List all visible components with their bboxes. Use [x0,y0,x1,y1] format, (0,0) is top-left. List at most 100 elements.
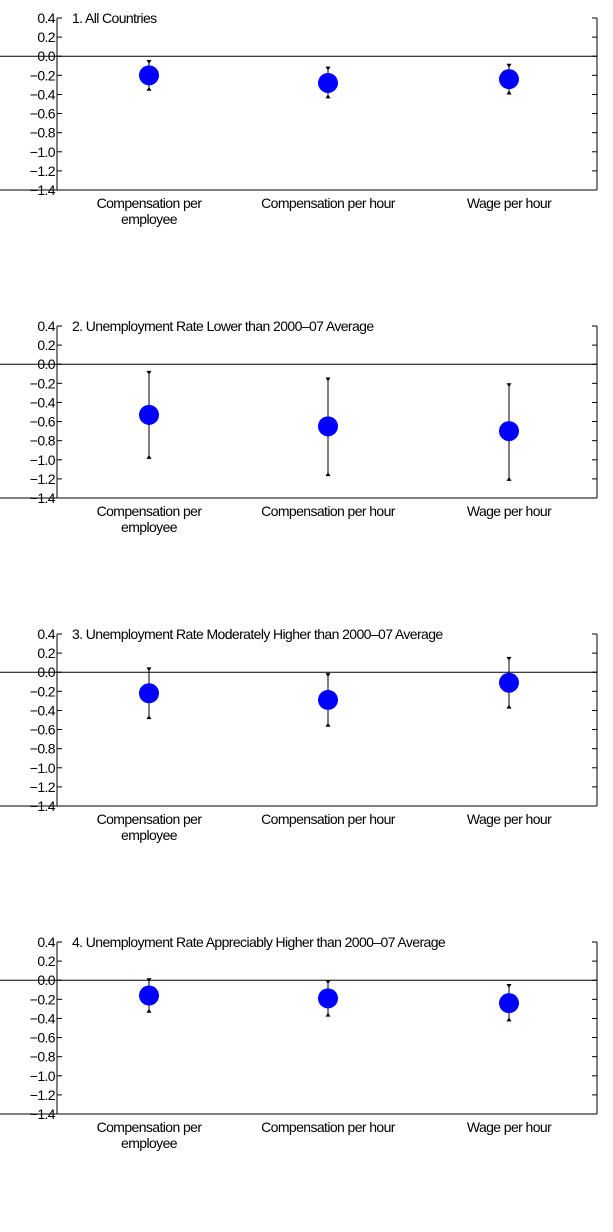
y-tick-label: 0.4 [37,10,55,26]
y-tick-label: 0.4 [37,318,55,334]
data-point [499,672,519,693]
y-tick-label: 0.0 [37,48,55,64]
error-cap-low [506,1017,512,1022]
y-tick-label: −0.4 [30,86,56,102]
data-point [318,72,338,93]
y-tick-label: −1.2 [30,779,56,795]
data-point [139,404,159,425]
error-cap-high [325,980,331,985]
chart-title: 1. All Countries [72,10,157,26]
data-point [318,988,338,1009]
y-tick-label: −1.4 [30,490,56,506]
data-point [139,683,159,704]
error-cap-high [325,377,331,382]
error-cap-low [146,715,152,720]
y-tick-label: −1.2 [30,471,56,487]
chart-panel-2: 0.4 0.2 0.0 −0.2 −0.4 −0.6 −0.8 −1.0 −1.2 −1.4 2. … [0,318,598,535]
x-tick-label: Wage per hour [467,1119,552,1135]
y-tick-label: −1.2 [30,1087,56,1103]
y-tick-label: −0.6 [30,1030,56,1046]
error-cap-low [506,704,512,709]
y-tick-label: −0.8 [30,1049,56,1065]
y-tick-label: −0.2 [30,991,56,1007]
y-tick-label: 0.4 [37,626,55,642]
x-tick-label: Compensation per [97,195,203,211]
error-cap-low [325,472,331,477]
error-cap-high [146,978,152,983]
y-tick-label: 0.2 [37,337,55,353]
y-tick-label: −1.4 [30,182,56,198]
y-tick-label: −0.8 [30,125,56,141]
x-tick-label: Wage per hour [467,503,552,519]
x-tick-label: Compensation per [97,503,203,519]
x-tick-label: Compensation per hour [261,811,396,827]
y-tick-label: −0.8 [30,433,56,449]
x-tick-label: Wage per hour [467,195,552,211]
y-tick-label: 0.2 [37,953,55,969]
error-cap-low [506,476,512,481]
x-tick-label: Compensation per [97,811,203,827]
y-tick-label: −0.2 [30,683,56,699]
y-tick-label: −1.4 [30,798,56,814]
error-cap-low [146,1008,152,1013]
error-cap-high [146,59,152,64]
chart-title: 4. Unemployment Rate Appreciably Higher … [72,934,446,950]
y-tick-label: −1.4 [30,1106,56,1122]
chart-panel-1: 0.4 0.2 0.0 −0.2 −0.4 −0.6 −0.8 −1.0 −1.2 −1.4 1. … [0,10,598,227]
y-tick-label: 0.0 [37,356,55,372]
x-tick-label: Compensation per [97,1119,203,1135]
error-cap-high [325,66,331,71]
data-point [139,985,159,1006]
y-tick-label: −0.6 [30,722,56,738]
y-tick-label: 0.0 [37,972,55,988]
y-tick-label: −0.2 [30,375,56,391]
data-point [139,65,159,86]
error-cap-high [506,656,512,661]
error-cap-low [325,94,331,99]
data-point [318,689,338,710]
error-cap-high [325,673,331,678]
y-tick-label: 0.2 [37,29,55,45]
y-tick-label: −0.8 [30,741,56,757]
error-cap-low [146,86,152,91]
x-tick-label: Compensation per hour [261,503,396,519]
data-point [318,416,338,437]
error-cap-high [146,370,152,375]
y-tick-label: −1.0 [30,1068,56,1084]
data-point [499,993,519,1014]
chart-panel-3: 0.4 0.2 0.0 −0.2 −0.4 −0.6 −0.8 −1.0 −1.2 −1.4 3. … [0,626,598,843]
error-cap-low [506,90,512,95]
y-tick-label: 0.0 [37,664,55,680]
x-tick-label: Compensation per hour [261,195,396,211]
chart-title: 2. Unemployment Rate Lower than 2000–07 … [72,318,374,334]
chart-title: 3. Unemployment Rate Moderately Higher t… [72,626,443,642]
y-tick-label: −0.4 [30,1010,56,1026]
error-cap-high [506,383,512,388]
y-tick-label: −0.4 [30,394,56,410]
error-cap-high [506,63,512,68]
y-tick-label: −0.6 [30,414,56,430]
error-cap-low [325,722,331,727]
y-tick-label: −1.2 [30,163,56,179]
chart-panel-4: 0.4 0.2 0.0 −0.2 −0.4 −0.6 −0.8 −1.0 −1.2 −1.4 4. … [0,934,598,1151]
y-tick-label: −0.2 [30,67,56,83]
y-tick-label: −1.0 [30,760,56,776]
error-cap-low [146,454,152,459]
x-tick-label: employee [121,827,178,843]
data-point [499,421,519,442]
x-tick-label: employee [121,519,178,535]
data-point [499,69,519,90]
y-tick-label: −1.0 [30,144,56,160]
y-tick-label: −0.4 [30,702,56,718]
y-tick-label: −1.0 [30,452,56,468]
x-tick-label: Compensation per hour [261,1119,396,1135]
x-tick-label: employee [121,211,178,227]
error-cap-high [146,667,152,672]
error-cap-high [506,983,512,988]
y-tick-label: 0.2 [37,645,55,661]
x-tick-label: Wage per hour [467,811,552,827]
error-cap-low [325,1012,331,1017]
x-tick-label: employee [121,1135,178,1151]
y-tick-label: −0.6 [30,106,56,122]
